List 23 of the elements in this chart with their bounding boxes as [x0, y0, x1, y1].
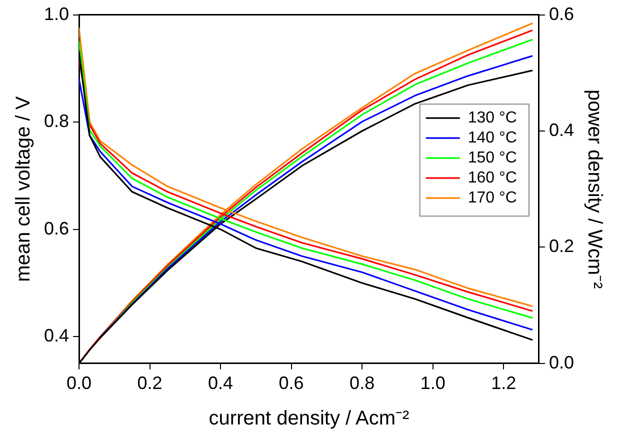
x-tick-label: 0.0: [66, 373, 92, 394]
legend-label: 170 °C: [468, 190, 517, 207]
y-tick-label: 0.6: [44, 218, 70, 238]
y-tick-label: 0.8: [44, 111, 70, 132]
y2-axis-title: power density / Wcm⁻²: [583, 89, 606, 290]
y-axis-title: mean cell voltage / V: [12, 96, 35, 282]
x-tick-label: 1.2: [491, 373, 516, 394]
y2-tick-label: 0.0: [548, 352, 574, 372]
x-tick-label: 1.0: [420, 373, 446, 394]
y2-tick-label: 0.4: [548, 120, 574, 140]
y2-tick-label: 0.2: [548, 236, 574, 256]
y-tick-label: 0.4: [44, 326, 70, 346]
y2-tick-label: 0.6: [548, 4, 574, 24]
x-tick-label: 0.4: [208, 373, 234, 394]
legend-label: 130 °C: [468, 110, 517, 127]
x-tick-label: 0.6: [278, 373, 304, 394]
legend-label: 160 °C: [468, 170, 517, 187]
y-tick-label: 1.0: [44, 4, 70, 24]
legend-label: 140 °C: [468, 130, 517, 147]
x-axis-title: current density / Acm⁻²: [208, 408, 410, 430]
x-tick-label: 0.8: [350, 373, 375, 394]
x-tick-label: 0.2: [137, 373, 162, 394]
legend-label: 150 °C: [468, 150, 517, 167]
